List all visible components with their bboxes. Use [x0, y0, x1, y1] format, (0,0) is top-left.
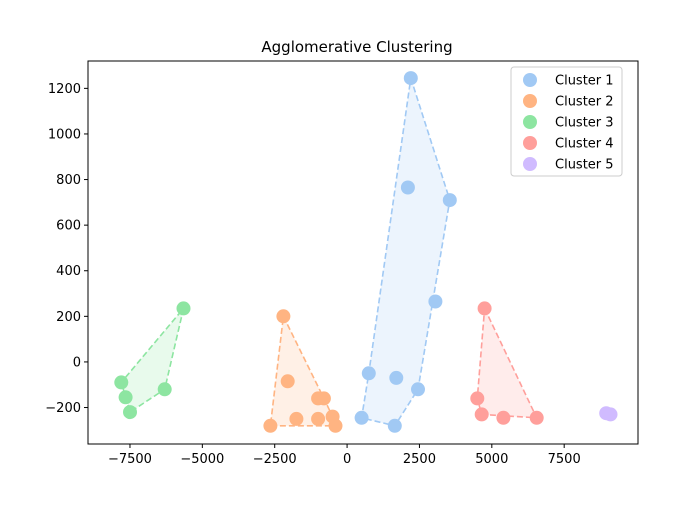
- cluster-5-point-2: [603, 407, 618, 422]
- plot-frame: [87, 60, 639, 445]
- cluster-4-point-2: [470, 391, 485, 406]
- cluster-2-point-4: [316, 391, 331, 406]
- cluster-2-hull: [269, 313, 337, 427]
- legend-marker-4: [523, 136, 537, 150]
- x-tick-label: 2500: [403, 452, 436, 467]
- cluster-2-point-9: [328, 418, 343, 433]
- x-tick-label: 0: [343, 452, 351, 467]
- cluster-3-point-2: [114, 375, 129, 390]
- chart-title: Agglomerative Clustering: [261, 38, 452, 56]
- cluster-2-point-1: [276, 309, 291, 324]
- cluster-2-point-2: [280, 374, 295, 389]
- cluster-3-point-3: [118, 390, 133, 405]
- legend: Cluster 1 Cluster 2 Cluster 3 Cluster 4 Clus…: [510, 66, 623, 177]
- x-tick-label: −5000: [180, 452, 224, 467]
- cluster-1-point-3: [442, 193, 457, 208]
- y-tick-label: 1200: [48, 82, 81, 97]
- cluster-4-point-1: [477, 301, 492, 316]
- legend-marker-1: [523, 73, 537, 87]
- y-tick-label: −200: [45, 401, 81, 416]
- y-tick-label: 600: [56, 219, 81, 234]
- y-tick-label: 800: [56, 173, 81, 188]
- cluster-2-point-6: [289, 411, 304, 426]
- cluster-4-point-3: [474, 407, 489, 422]
- legend-label-1: Cluster 1: [555, 74, 614, 89]
- cluster-1-point-9: [387, 418, 402, 433]
- cluster-4-point-5: [529, 410, 544, 425]
- legend-label-5: Cluster 5: [555, 158, 614, 173]
- cluster-1-point-6: [389, 370, 404, 385]
- cluster-1-point-8: [354, 410, 369, 425]
- cluster-3-hull: [120, 307, 185, 414]
- legend-label-3: Cluster 3: [555, 116, 614, 131]
- cluster-1-point-5: [361, 366, 376, 381]
- cluster-3-point-5: [123, 405, 137, 420]
- cluster-1-point-4: [428, 294, 443, 309]
- y-tick-label: 400: [56, 264, 81, 279]
- cluster-1-point-2: [400, 180, 415, 195]
- legend-marker-5: [523, 157, 537, 171]
- cluster-4-point-4: [496, 410, 511, 425]
- legend-marker-2: [523, 94, 537, 108]
- cluster-2-point-5: [263, 418, 278, 433]
- legend-marker-3: [523, 115, 537, 129]
- legend-label-2: Cluster 2: [555, 95, 614, 110]
- cluster-4-hull: [476, 305, 539, 419]
- cluster-1-point-1: [403, 71, 418, 86]
- cluster-3-point-1: [176, 301, 191, 316]
- cluster-3-point-4: [157, 382, 172, 397]
- x-tick-label: 7500: [548, 452, 581, 467]
- y-tick-label: 1000: [48, 127, 81, 142]
- cluster-2-point-7: [311, 411, 326, 426]
- y-tick-label: 200: [56, 310, 81, 325]
- y-tick-label: 0: [73, 355, 81, 370]
- x-tick-label: 5000: [475, 452, 508, 467]
- cluster-1-point-7: [411, 382, 425, 397]
- legend-frame: [510, 66, 623, 177]
- x-tick-label: −7500: [108, 452, 152, 467]
- x-tick-label: −2500: [253, 452, 297, 467]
- legend-label-4: Cluster 4: [555, 137, 614, 152]
